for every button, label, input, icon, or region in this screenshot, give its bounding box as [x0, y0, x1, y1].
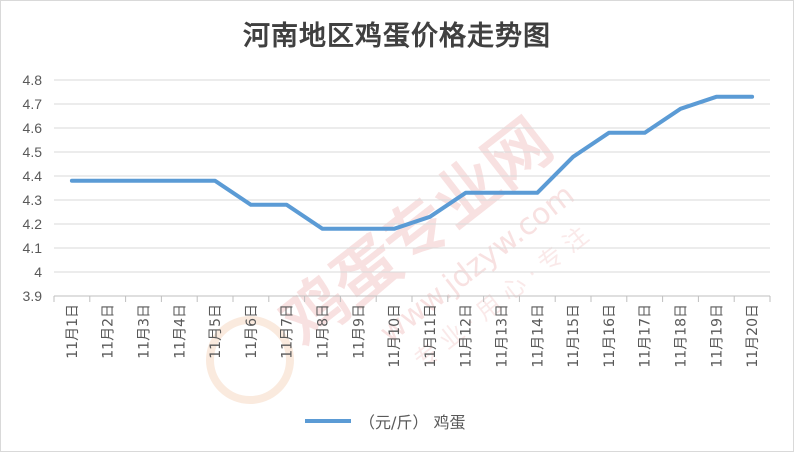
y-tick-label: 4 [34, 264, 42, 280]
x-tick-label: 11月17日 [638, 304, 654, 368]
x-tick-label: 11月20日 [745, 304, 761, 368]
series-line [69, 94, 755, 231]
legend-label: （元/斤） 鸡蛋 [359, 413, 466, 432]
x-tick-label: 11月15日 [566, 304, 582, 368]
legend-swatch [305, 419, 351, 423]
x-tick-label: 11月13日 [495, 304, 511, 368]
y-tick-label: 4.8 [23, 72, 43, 88]
x-tick-label: 11月14日 [530, 304, 546, 368]
x-tick-label: 11月2日 [101, 304, 117, 359]
x-tick-label: 11月11日 [423, 304, 439, 368]
x-tick-label: 11月3日 [137, 304, 153, 359]
x-tick-label: 11月12日 [459, 304, 475, 368]
x-tick-label: 11月9日 [351, 304, 367, 359]
y-tick-label: 4.3 [23, 192, 43, 208]
y-tick-label: 4.6 [23, 120, 43, 136]
y-tick-label: 4.1 [23, 240, 43, 256]
chart-title: 河南地区鸡蛋价格走势图 [243, 21, 551, 52]
x-tick-label: 11月1日 [65, 304, 81, 359]
y-tick-label: 4.7 [23, 96, 43, 112]
x-tick-label: 11月16日 [602, 304, 618, 368]
y-tick-label: 4.2 [23, 216, 43, 232]
y-tick-label: 3.9 [23, 288, 43, 304]
x-tick-label: 11月8日 [316, 304, 332, 359]
x-tick-label: 11月19日 [709, 304, 725, 368]
x-tick-label: 11月10日 [387, 304, 403, 368]
legend: （元/斤） 鸡蛋 [305, 410, 465, 432]
watermark-logo: 鸡蛋专业网 www.jdzyw.com 专 业 · 用 心 · 专 注 [206, 105, 594, 404]
x-tick-label: 11月6日 [244, 304, 260, 359]
y-tick-label: 4.4 [23, 168, 43, 184]
x-tick-label: 11月5日 [208, 304, 224, 359]
x-tick-label: 11月4日 [172, 304, 188, 359]
y-tick-label: 4.5 [23, 144, 43, 160]
x-tick-label: 11月18日 [674, 304, 690, 368]
x-tick-label: 11月7日 [280, 304, 296, 359]
